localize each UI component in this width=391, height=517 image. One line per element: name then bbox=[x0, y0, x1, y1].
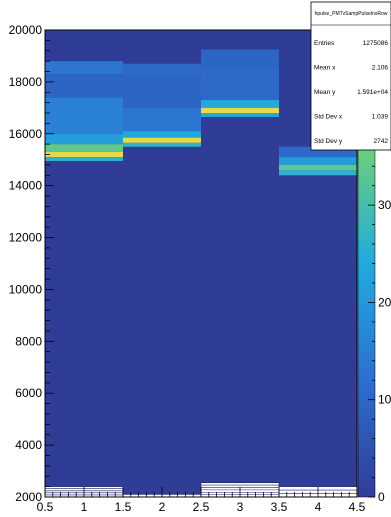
y-tick-label: 2000 bbox=[15, 490, 42, 504]
palette-tick-label: 10 bbox=[378, 393, 391, 407]
y-tick-label: 16000 bbox=[9, 127, 43, 141]
x-tick-label: 1 bbox=[81, 500, 88, 514]
x-tick-label: 1.5 bbox=[115, 500, 132, 514]
heatmap-cell-2-3 bbox=[201, 107, 279, 114]
heatmap-cell-1-2 bbox=[123, 107, 201, 132]
bins-layer bbox=[45, 49, 357, 176]
x-tick-label: 0.5 bbox=[37, 500, 54, 514]
y-tick-label: 8000 bbox=[15, 334, 42, 348]
palette-tick-label: 20 bbox=[378, 295, 391, 309]
heatmap-cell-2-4 bbox=[201, 113, 279, 117]
heatmap-cell-0-0 bbox=[45, 61, 123, 75]
y-tick-label: 6000 bbox=[15, 386, 42, 400]
x-tick-label: 4.5 bbox=[349, 500, 366, 514]
heatmap-cell-2-1 bbox=[201, 68, 279, 101]
stats-rows: Entries 1275086 Mean x 2.106 Mean y 1.591e+04… bbox=[314, 40, 388, 145]
stats-label: Entries bbox=[314, 40, 335, 47]
stats-value: 2742 bbox=[374, 138, 389, 145]
y-tick-label: 4000 bbox=[15, 438, 42, 452]
heatmap-cell-0-3 bbox=[45, 133, 123, 145]
y-tick-label: 12000 bbox=[9, 231, 43, 245]
heatmap-cell-1-0 bbox=[123, 63, 201, 77]
heatmap-cell-0-6 bbox=[45, 157, 123, 162]
x-tick-label: 3.5 bbox=[271, 500, 288, 514]
stats-value: 1275086 bbox=[363, 40, 389, 47]
stats-label: Mean x bbox=[314, 65, 336, 72]
palette-tick-label: 0 bbox=[378, 490, 385, 504]
stats-value: 1.591e+04 bbox=[357, 89, 388, 96]
palette-tick-label: 30 bbox=[378, 198, 391, 212]
x-tick-label: 3 bbox=[237, 500, 244, 514]
x-axis: 0.5 1 1.5 2 2.5 3 3.5 4 4.5 bbox=[37, 487, 366, 514]
heatmap-cell-0-2 bbox=[45, 97, 123, 134]
stats-title: hpulse_PMTvSampPulseInsRow bbox=[315, 11, 388, 17]
heatmap-cell-1-4 bbox=[123, 137, 201, 143]
heatmap-cell-1-3 bbox=[123, 131, 201, 138]
heatmap-cell-3-3 bbox=[279, 170, 357, 176]
heatmap-cell-0-1 bbox=[45, 74, 123, 98]
heatmap-cell-3-2 bbox=[279, 164, 357, 171]
heatmap-cell-2-0 bbox=[201, 49, 279, 69]
y-tick-label: 10000 bbox=[9, 282, 43, 296]
x-tick-label: 2 bbox=[159, 500, 166, 514]
stats-box-frame bbox=[310, 1, 391, 151]
heatmap-cell-1-1 bbox=[123, 76, 201, 108]
y-tick-label: 18000 bbox=[9, 75, 43, 89]
x-tick-label: 2.5 bbox=[193, 500, 210, 514]
heatmap-cell-3-0 bbox=[279, 146, 357, 158]
stats-value: 2.106 bbox=[372, 65, 389, 72]
stats-label: Mean y bbox=[314, 89, 336, 96]
heatmap-cell-2-2 bbox=[201, 100, 279, 108]
heatmap-cell-0-5 bbox=[45, 151, 123, 158]
y-tick-label: 14000 bbox=[9, 179, 43, 193]
y-axis: 2000 4000 6000 8000 10000 12000 14000 16000 1800… bbox=[9, 23, 54, 504]
heatmap-cell-0-4 bbox=[45, 144, 123, 152]
stats-value: 1.039 bbox=[372, 114, 389, 121]
x-tick-label: 4 bbox=[315, 500, 322, 514]
y-tick-label: 20000 bbox=[9, 23, 43, 37]
heatmap-cell-3-1 bbox=[279, 157, 357, 165]
stats-box: hpulse_PMTvSampPulseInsRow Entries 127508… bbox=[310, 1, 391, 151]
stats-label: Std Dev y bbox=[314, 138, 343, 145]
heatmap-cell-1-5 bbox=[123, 142, 201, 147]
stats-label: Std Dev x bbox=[314, 114, 343, 121]
